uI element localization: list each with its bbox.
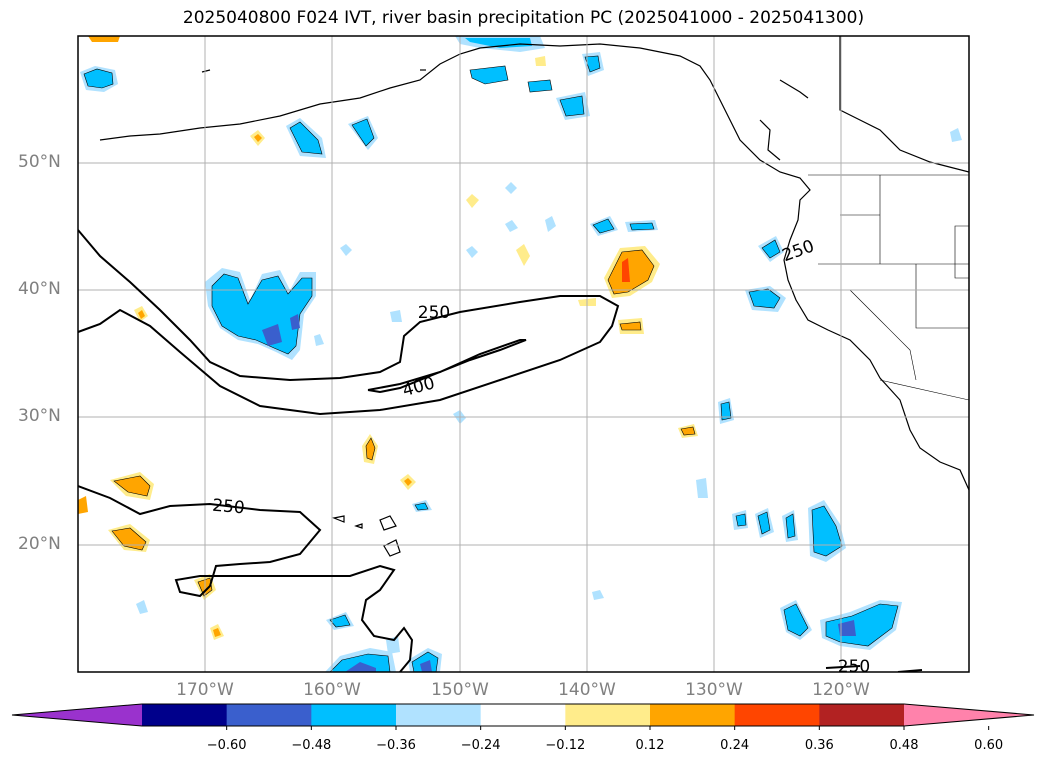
precip-patch-negative	[757, 511, 771, 535]
precip-patch-positive	[619, 321, 642, 331]
precip-patch-positive	[88, 36, 120, 42]
lon-tick-label: 170°W	[176, 680, 234, 700]
colorbar-tick-label: −0.60	[206, 738, 247, 753]
precip-patch-positive	[138, 310, 145, 319]
map-frame	[77, 35, 970, 673]
colorbar-tick-label: −0.12	[545, 738, 586, 753]
precip-patch-negative	[505, 220, 518, 232]
precip-patch-negative	[289, 121, 323, 155]
colorbar-extend-low	[12, 704, 142, 726]
precip-patch-negative	[735, 513, 747, 527]
coastlines	[99, 36, 969, 557]
precip-patch-negative	[559, 95, 585, 117]
precip-patch-negative	[761, 239, 781, 259]
contour-label: 250	[211, 496, 245, 519]
colorbar-segment	[311, 704, 397, 726]
colorbar	[11, 703, 1035, 730]
precip-patch-negative	[465, 38, 532, 48]
chart-title: 2025040800 F024 IVT, river basin precipi…	[182, 8, 865, 28]
lat-tick-label: 30°N	[18, 406, 61, 426]
precip-patch-negative	[340, 244, 352, 256]
precip-patch-positive	[516, 244, 530, 266]
precip-patch-negative	[329, 614, 351, 628]
precip-patch-negative	[345, 662, 376, 672]
colorbar-tick-label: −0.36	[376, 738, 416, 753]
colorbar-outline	[11, 703, 1035, 727]
precip-patch-negative	[351, 118, 375, 147]
precip-patch-positive	[78, 496, 88, 514]
colorbar-segment	[565, 704, 651, 726]
precip-patch-negative	[950, 128, 962, 142]
precip-patch-positive	[113, 475, 151, 497]
precip-patch-negative	[290, 314, 300, 330]
ivt-contours	[78, 229, 923, 672]
precip-patch-positive	[213, 628, 221, 637]
precip-patch-negative	[466, 246, 478, 258]
precip-patch-negative	[629, 222, 655, 231]
precip-patch-negative	[262, 324, 282, 346]
contour-label: 250	[838, 657, 870, 677]
precip-patch-negative	[390, 310, 402, 322]
precip-patch-negative	[584, 55, 601, 73]
colorbar-segment	[819, 704, 905, 726]
lat-tick-label: 20°N	[18, 534, 61, 554]
precip-patch-negative	[545, 216, 556, 232]
precip-patch-negative	[592, 590, 604, 600]
gridlines	[78, 36, 969, 672]
colorbar-segment	[480, 704, 566, 726]
precip-patch-negative	[838, 620, 856, 636]
precip-patch-negative	[83, 68, 114, 89]
precip-patch-negative	[592, 218, 615, 234]
colorbar-segment	[226, 704, 312, 726]
precip-patch-negative	[469, 65, 509, 85]
precip-patch-negative	[720, 401, 732, 421]
colorbar-segment	[650, 704, 736, 726]
map-area: 250 400 250 250 250	[78, 36, 969, 677]
colorbar-tick-label: 0.24	[720, 738, 750, 753]
borders	[808, 174, 969, 401]
lat-tick-label: 50°N	[18, 152, 61, 172]
colorbar-tick-label: 0.48	[889, 738, 919, 753]
lon-tick-label: 130°W	[685, 680, 743, 700]
lon-tick-label: 140°W	[558, 680, 616, 700]
precip-patch-positive	[404, 478, 412, 486]
colorbar-tick-label: 0.12	[635, 738, 665, 753]
precip-patch-negative	[696, 478, 708, 498]
precip-patch-negative	[527, 79, 553, 93]
precip-patch-negative	[811, 505, 843, 557]
lat-tick-label: 40°N	[18, 279, 61, 299]
precip-patch-negative	[314, 334, 324, 346]
precip-patch-negative	[420, 660, 432, 672]
precip-patch-negative	[386, 636, 400, 654]
colorbar-segment	[142, 704, 228, 726]
colorbar-tick-label: −0.24	[460, 738, 501, 753]
lon-tick-label: 150°W	[431, 680, 489, 700]
precip-patch-negative	[136, 600, 148, 614]
colorbar-tick-label: 0.36	[804, 738, 834, 753]
precip-patch-negative	[414, 502, 429, 511]
precip-patch-positive	[680, 426, 696, 436]
precip-patch-negative	[505, 182, 517, 194]
precip-patch-positive	[607, 249, 655, 295]
precip-patch-negative	[783, 603, 809, 637]
precip-patch-negative	[785, 513, 796, 539]
colorbar-segment	[396, 704, 482, 726]
precip-patch-positive	[365, 437, 376, 461]
precip-patch-positive	[466, 194, 479, 208]
precip-patch-positive	[535, 56, 546, 66]
precip-patch-positive	[254, 134, 262, 142]
lon-tick-label: 120°W	[812, 680, 870, 700]
lon-tick-label: 160°W	[303, 680, 361, 700]
contour-label: 250	[418, 303, 450, 323]
precip-patch-negative	[211, 273, 313, 355]
colorbar-tick-label: 0.60	[974, 738, 1004, 753]
colorbar-segment	[734, 704, 820, 726]
colorbar-tick-label: −0.48	[291, 738, 332, 753]
colorbar-extend-high	[904, 704, 1034, 726]
precip-patch-positive	[622, 258, 630, 282]
